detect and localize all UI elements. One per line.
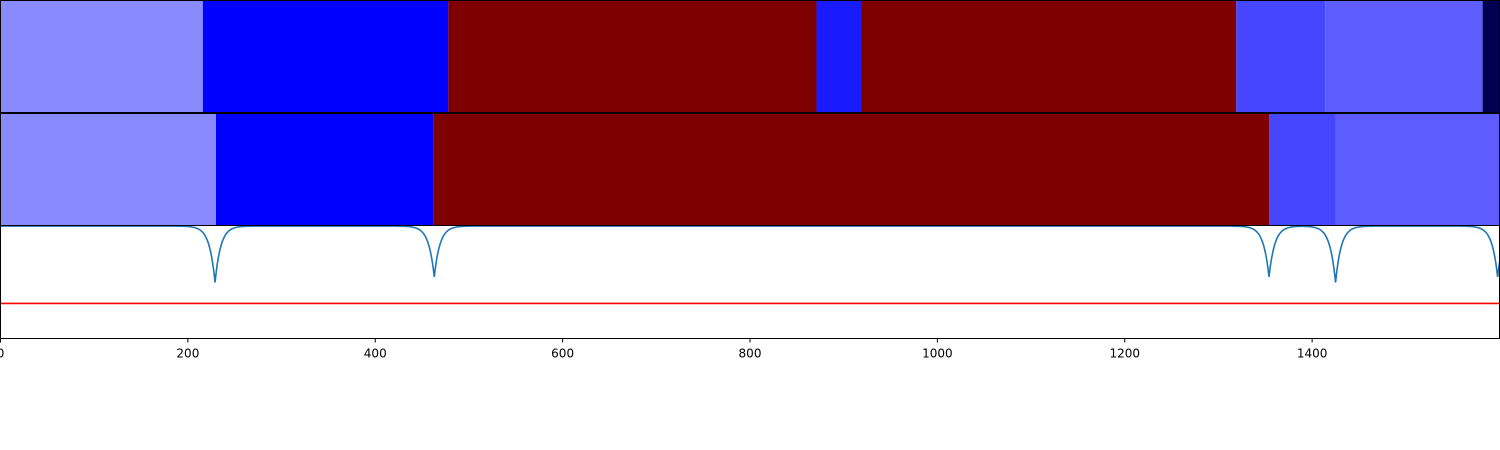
x-tick-label: 400: [364, 347, 387, 361]
top-band-segment: [0, 0, 203, 113]
top-band-segment: [816, 0, 862, 113]
x-tick-label: 0: [0, 347, 4, 361]
x-tick-label: 1000: [922, 347, 953, 361]
top-band-segment: [1236, 0, 1326, 113]
middle-band-segment: [1269, 113, 1336, 226]
signal-panel: [0, 225, 1500, 305]
middle-band-segment: [0, 113, 216, 226]
x-tick-label: 1200: [1109, 347, 1140, 361]
top-band-segment: [448, 0, 817, 113]
middle-band-segment: [1335, 113, 1500, 226]
x-tick-label: 600: [551, 347, 574, 361]
top-band-segment: [1482, 0, 1500, 113]
x-tick-label: 200: [176, 347, 199, 361]
middle-band-segment: [433, 113, 1270, 226]
x-axis: 0 200 400 600 800 1000 1200 1400: [0, 338, 1328, 361]
top-band-segment: [1325, 0, 1483, 113]
x-tick-label: 1400: [1297, 347, 1328, 361]
middle-band-panel: [0, 113, 1500, 226]
top-band-panel: [0, 0, 1500, 113]
signal-series-line: [0, 225, 1500, 283]
top-band-segment: [861, 0, 1237, 113]
middle-band-segment: [215, 113, 434, 226]
x-tick-label: 800: [739, 347, 762, 361]
top-band-segment: [202, 0, 449, 113]
